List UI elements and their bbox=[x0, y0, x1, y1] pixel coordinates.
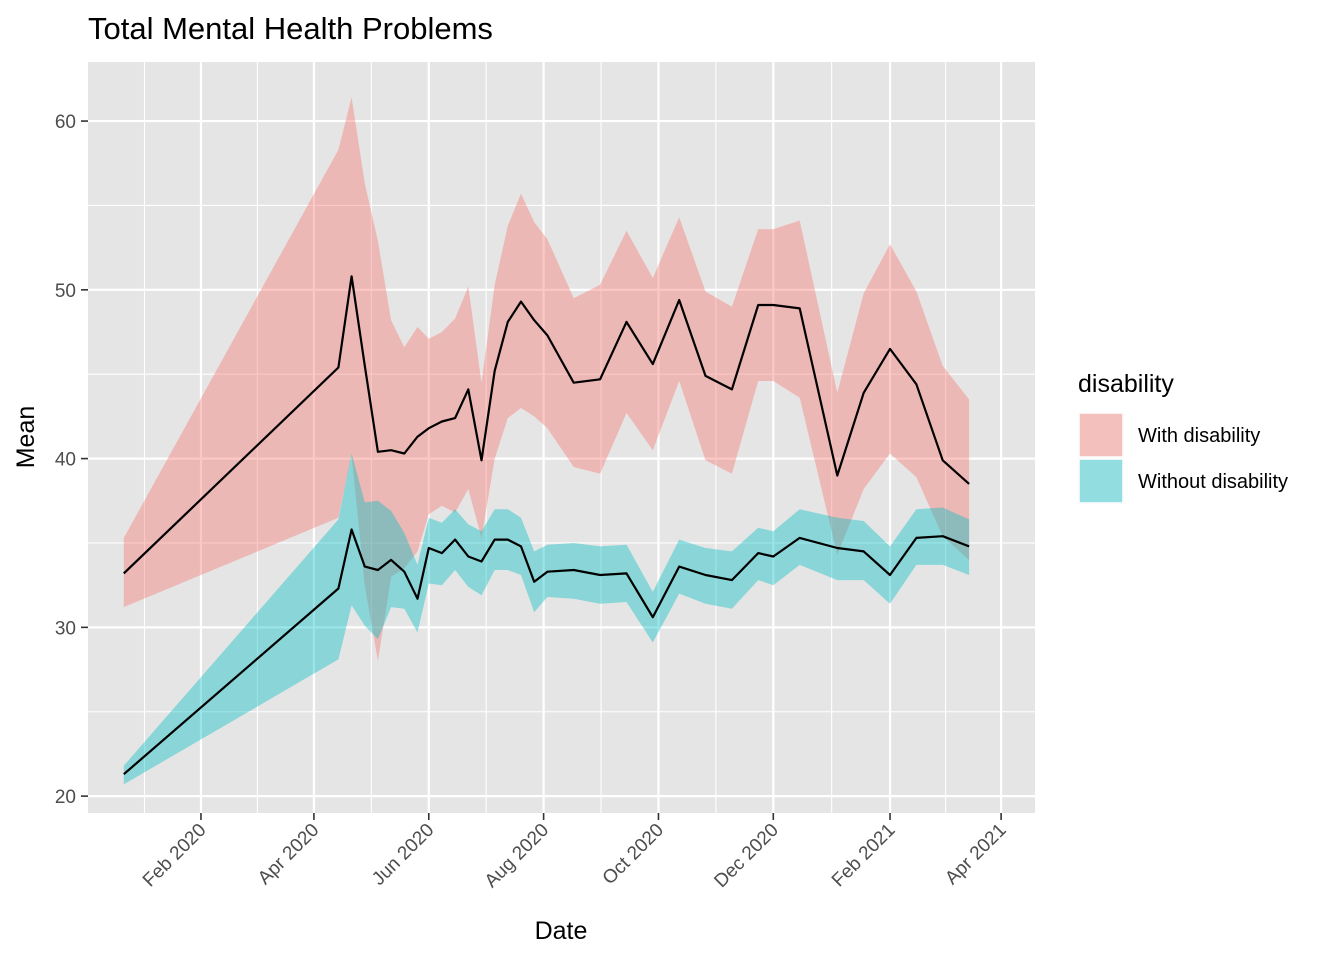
x-tick-label: Apr 2020 bbox=[254, 820, 323, 889]
y-tick-label: 20 bbox=[55, 787, 76, 808]
x-tick-label: Feb 2020 bbox=[139, 820, 211, 892]
x-axis-title: Date bbox=[535, 917, 588, 945]
ribbon-series-1 bbox=[123, 97, 970, 662]
legend-title: disability bbox=[1078, 370, 1174, 398]
x-axis: Feb 2020 Apr 2020 Jun 2020 Aug 2020 Oct 2020… bbox=[139, 813, 1011, 892]
y-tick-label: 40 bbox=[55, 450, 76, 471]
major-gridlines bbox=[88, 62, 1035, 813]
legend-key-swatch bbox=[1078, 458, 1124, 504]
x-tick-label: Oct 2020 bbox=[599, 820, 668, 889]
x-tick-label: Feb 2021 bbox=[828, 820, 900, 892]
x-tick-label: Jun 2020 bbox=[368, 820, 438, 890]
x-tick-label: Apr 2021 bbox=[941, 820, 1010, 889]
y-tick-label: 60 bbox=[55, 112, 76, 133]
legend-key-swatch bbox=[1078, 412, 1124, 458]
mean-line-series-2 bbox=[123, 528, 970, 776]
chart-title: Total Mental Health Problems bbox=[88, 11, 493, 46]
legend-label: With disability bbox=[1138, 425, 1260, 447]
minor-gridlines bbox=[88, 62, 1035, 813]
legend: disability With disability Without disabi… bbox=[1078, 370, 1288, 504]
mean-lines bbox=[123, 275, 970, 776]
legend-label: Without disability bbox=[1138, 471, 1288, 493]
y-tick-label: 50 bbox=[55, 281, 76, 302]
y-axis-title: Mean bbox=[12, 406, 40, 469]
plot-panel bbox=[88, 62, 1035, 813]
legend-key-background bbox=[1078, 458, 1124, 504]
legend-key-background bbox=[1078, 412, 1124, 458]
mean-line-series-1 bbox=[123, 275, 970, 575]
y-tick-label: 30 bbox=[55, 618, 76, 639]
confidence-ribbons bbox=[123, 97, 970, 785]
x-tick-label: Aug 2020 bbox=[481, 820, 553, 892]
x-tick-label: Dec 2020 bbox=[710, 820, 782, 892]
y-axis: 20 30 40 50 60 bbox=[55, 112, 88, 808]
ribbon-series-2 bbox=[123, 453, 970, 785]
